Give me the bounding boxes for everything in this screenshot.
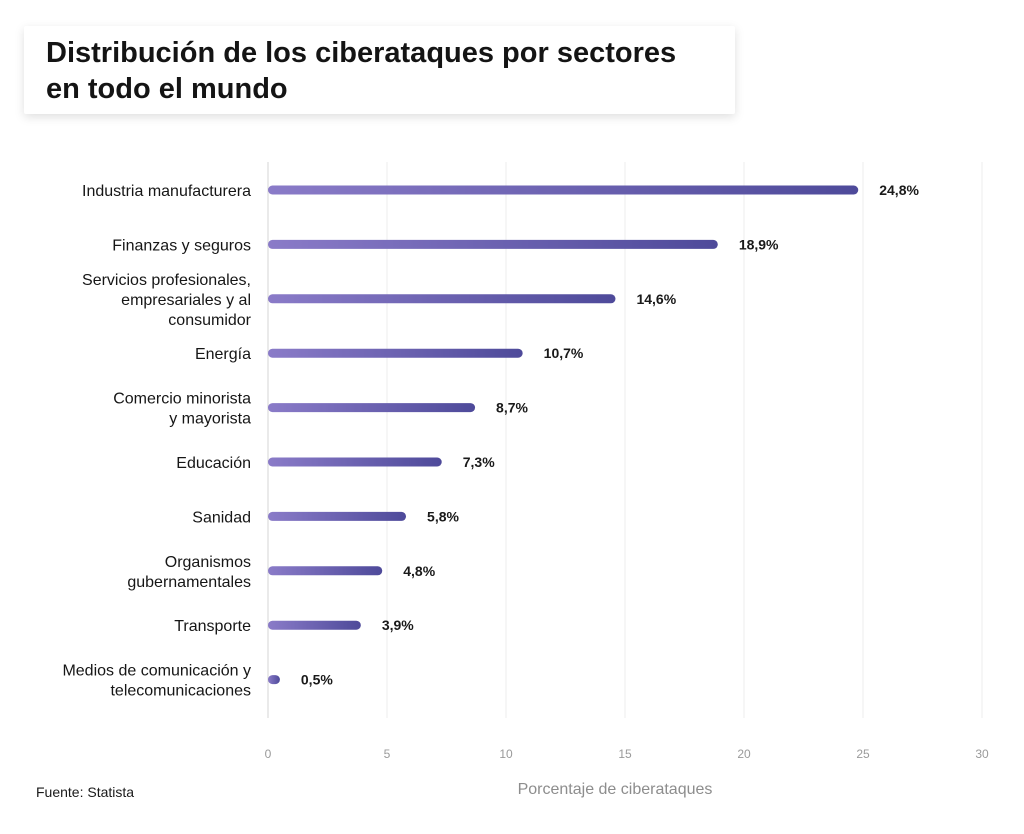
bar: [268, 348, 523, 358]
bar: [268, 457, 442, 467]
value-label: 18,9%: [739, 236, 779, 252]
x-tick-label: 5: [384, 747, 391, 761]
value-label: 8,7%: [496, 400, 528, 416]
x-tick-label: 20: [737, 747, 751, 761]
value-label: 0,5%: [301, 672, 333, 688]
bar: [268, 620, 361, 630]
value-label: 14,6%: [636, 291, 676, 307]
bar: [268, 403, 476, 413]
bar: [268, 294, 616, 304]
category-label: Comercio minorista y mayorista: [113, 391, 251, 428]
title-card: Distribución de los ciberataques por sec…: [24, 26, 735, 114]
category-label: Energía: [195, 346, 251, 363]
x-tick-label: 15: [618, 747, 632, 761]
bar: [268, 511, 407, 521]
source-note: Fuente: Statista: [36, 784, 135, 800]
category-label: Medios de comunicación y telecomunicacion…: [62, 663, 251, 700]
category-label: Educación: [176, 455, 251, 472]
value-label: 5,8%: [427, 508, 459, 524]
category-label: Industria manufacturera: [82, 183, 251, 200]
x-tick-label: 25: [856, 747, 870, 761]
category-label: Sanidad: [192, 509, 251, 526]
x-tick-label: 0: [265, 747, 272, 761]
bar: [268, 239, 718, 249]
x-axis-title: Porcentaje de ciberataques: [517, 781, 713, 798]
value-label: 24,8%: [879, 182, 919, 198]
value-label: 7,3%: [463, 454, 495, 470]
x-tick-label: 30: [975, 747, 989, 761]
chart-title: Distribución de los ciberataques por sec…: [46, 37, 677, 105]
category-label: Organismos gubernamentales: [127, 554, 251, 591]
category-label: Finanzas y seguros: [112, 237, 251, 254]
value-label: 10,7%: [544, 345, 584, 361]
category-label: Transporte: [174, 618, 251, 635]
value-label: 4,8%: [403, 563, 435, 579]
bar: [268, 566, 383, 576]
x-tick-label: 10: [499, 747, 513, 761]
bar: [268, 185, 859, 195]
category-label: Servicios profesionales, empresariales y …: [82, 272, 252, 329]
bar: [268, 675, 280, 685]
value-label: 3,9%: [382, 617, 414, 633]
